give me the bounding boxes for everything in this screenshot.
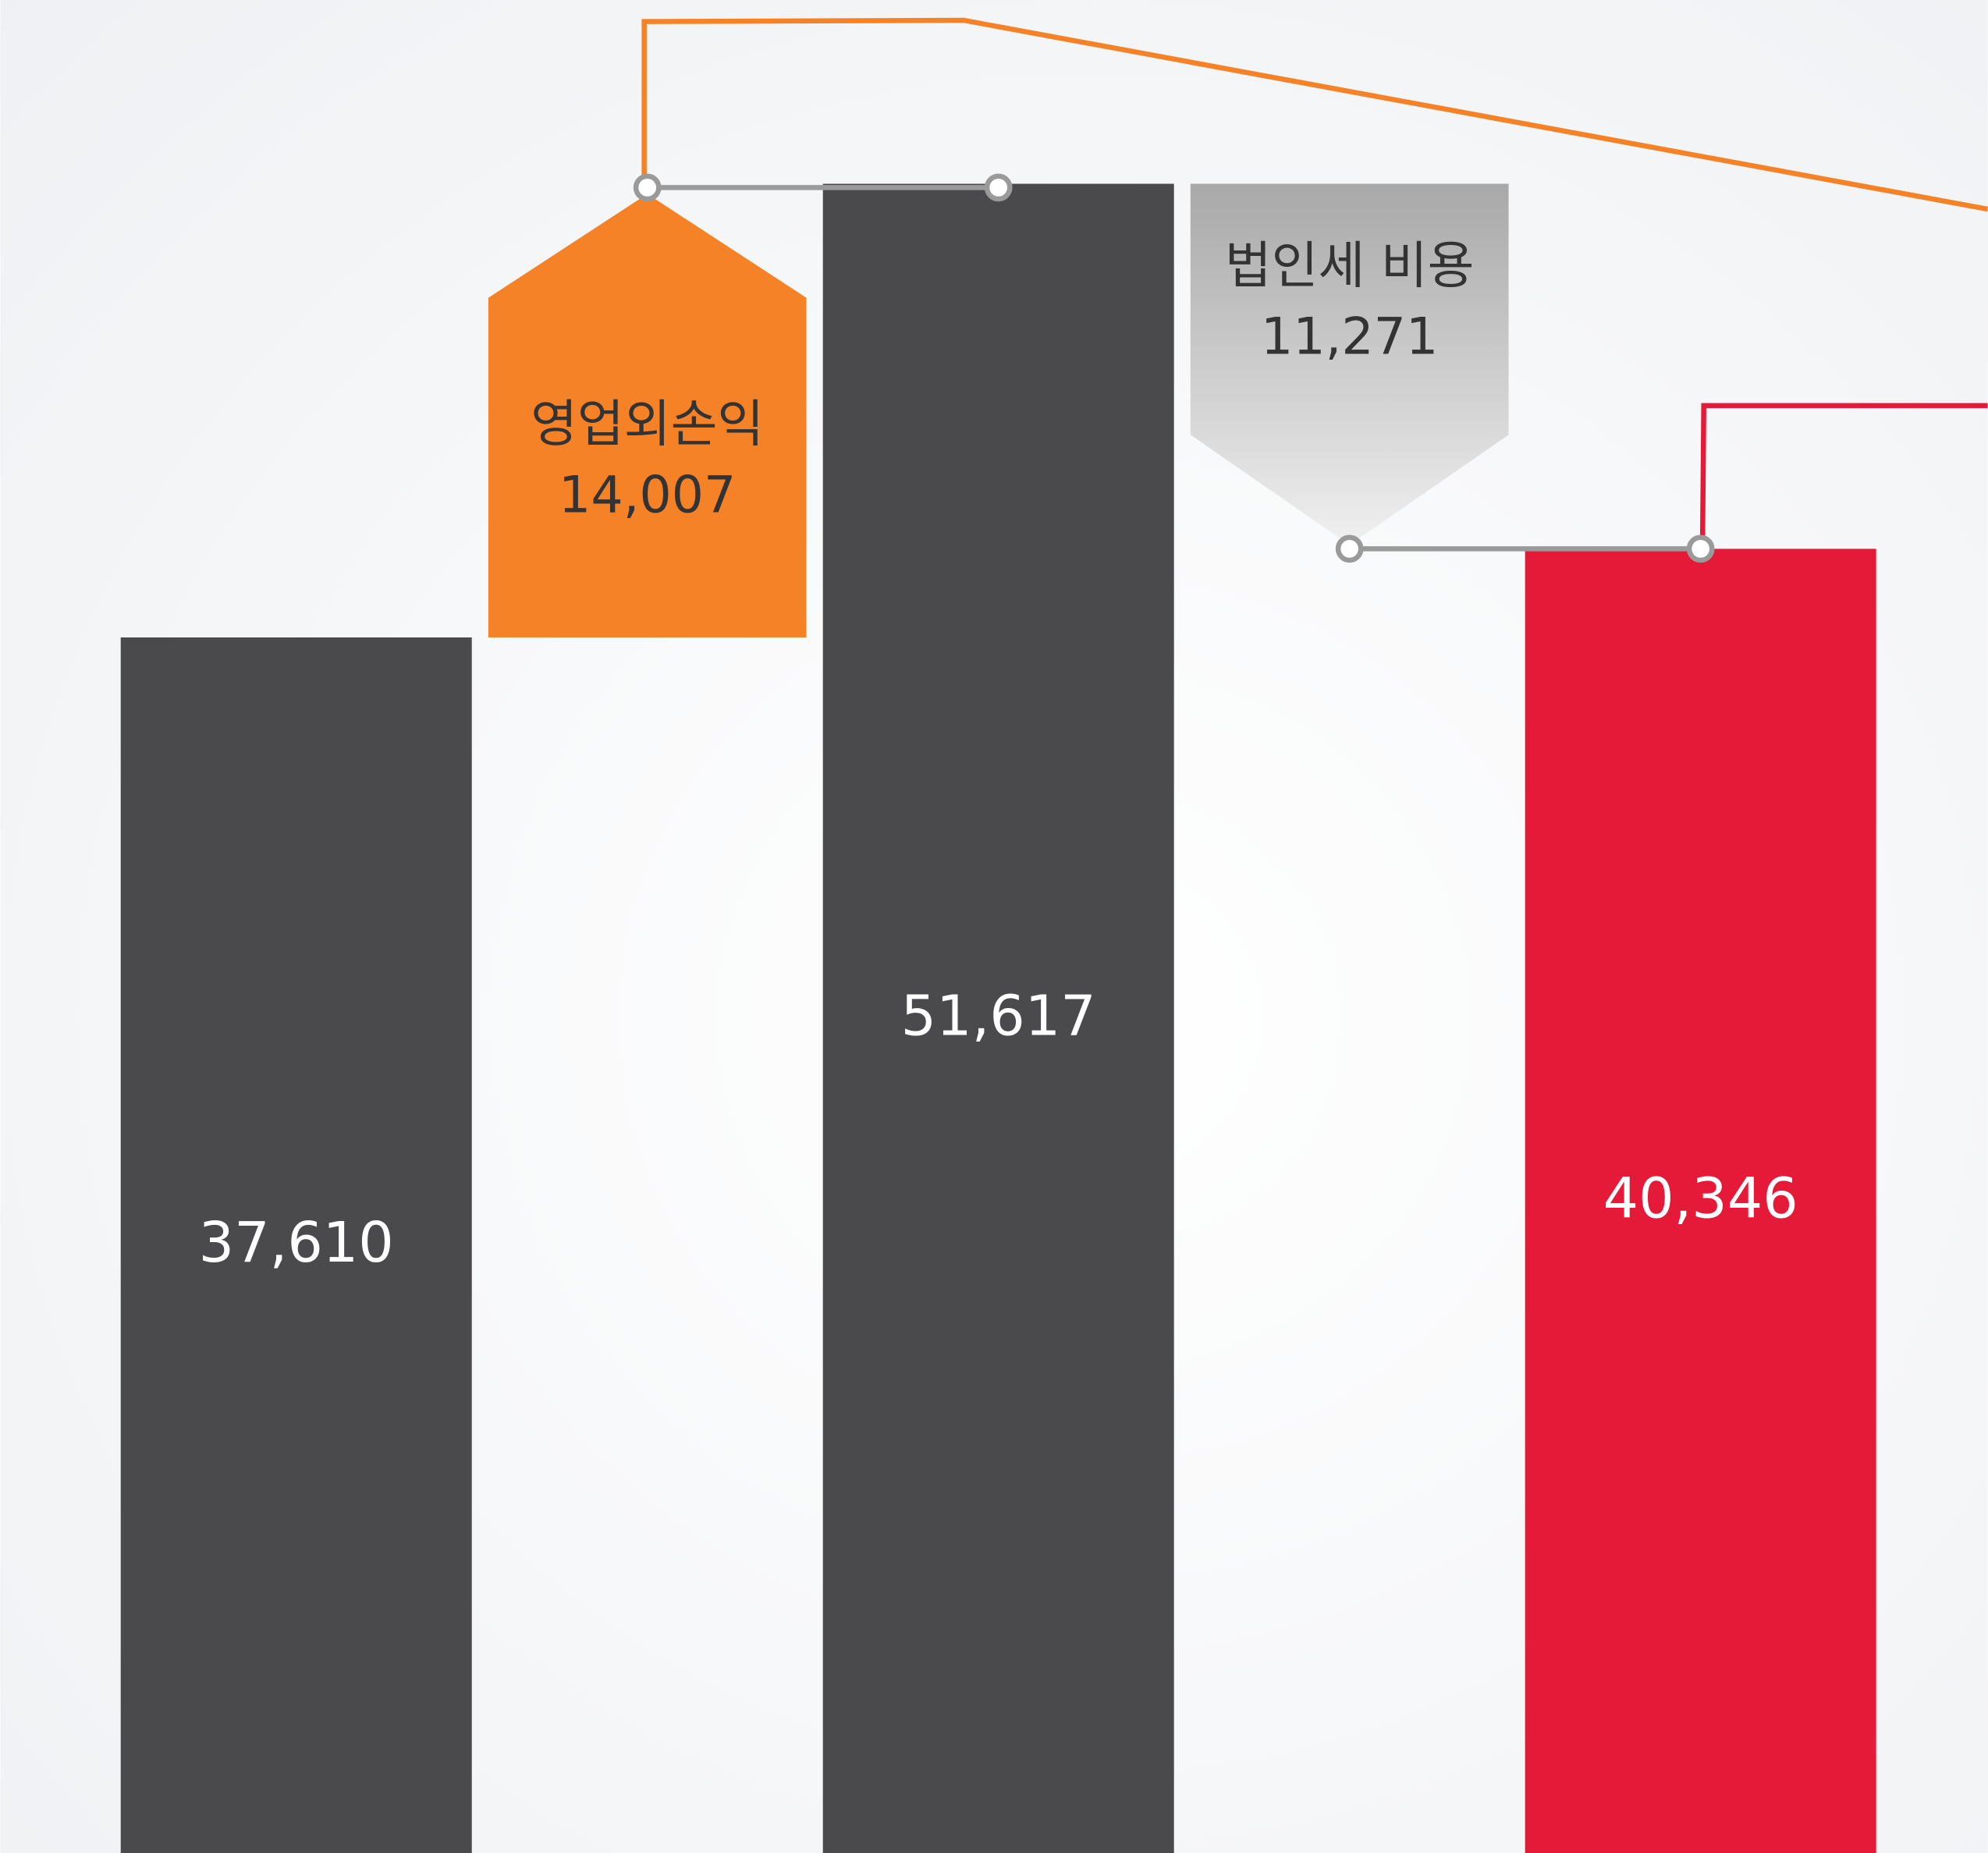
connector-dot [1686,534,1715,563]
value-label: 40,346 [1603,1166,1798,1230]
decor-line [641,17,1988,212]
delta-bar [1190,183,1509,545]
connector-dot [633,173,662,202]
bar [1525,548,1876,1853]
connector-dot [1335,534,1364,563]
value-label: 11,271 [1261,307,1438,366]
delta-bar [488,193,807,638]
bar [822,183,1174,1853]
bar [120,637,472,1853]
category-label: 영업외손익 [531,395,764,453]
decor-line [1699,403,1988,547]
connector-dot [984,173,1013,202]
value-label: 14,007 [559,466,736,524]
value-label: 51,617 [901,983,1096,1048]
category-label: 법인세 비용 [1225,236,1475,295]
value-label: 37,610 [199,1210,394,1275]
